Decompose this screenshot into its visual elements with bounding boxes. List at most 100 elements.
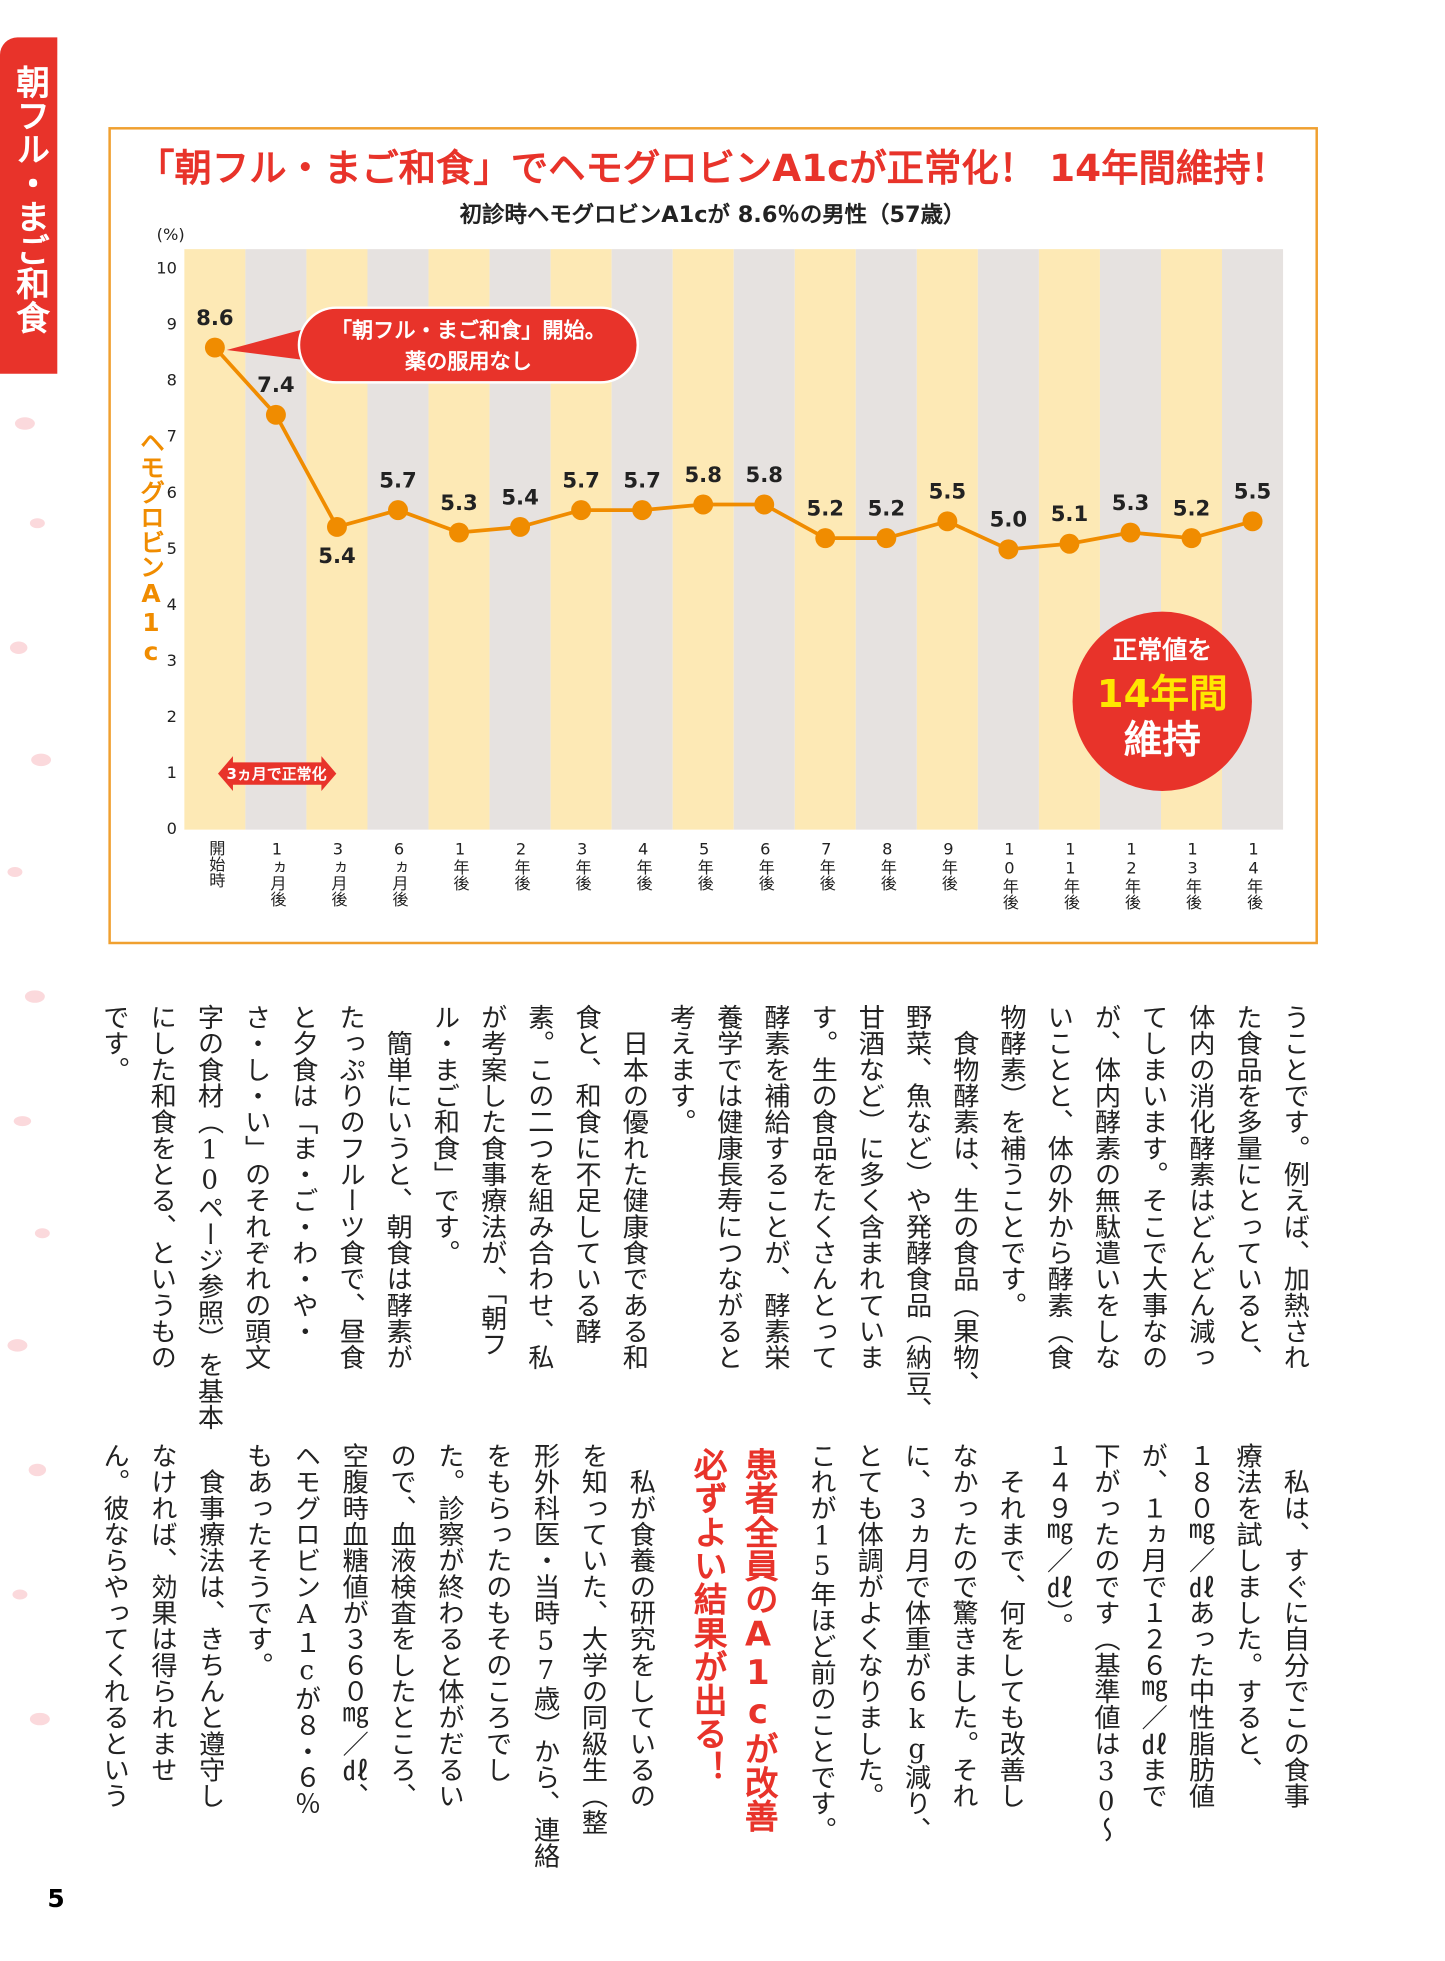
data-point bbox=[876, 528, 897, 549]
data-label: 5.2 bbox=[807, 495, 844, 520]
data-point bbox=[998, 539, 1019, 560]
x-tick-label: 8年後 bbox=[878, 840, 897, 891]
data-point bbox=[510, 516, 531, 537]
data-point bbox=[571, 500, 592, 521]
callout-line: 薬の服用なし bbox=[405, 348, 532, 373]
text-column: 下がったのです（基準値は30～ bbox=[1091, 1442, 1122, 1843]
text-column: 素。この二つを組み合わせ、私 bbox=[525, 1004, 556, 1371]
y-tick-label: 3 bbox=[167, 651, 177, 670]
x-tick-label: 12年後 bbox=[1122, 840, 1141, 910]
badge-line: 維持 bbox=[1124, 718, 1201, 763]
text-column: が、１ヵ月で１２６㎎／㎗まで bbox=[1138, 1442, 1169, 1809]
text-column: 野菜、魚など）や発酵食品（納豆、 bbox=[902, 1004, 933, 1423]
text-column: が考案した食事療法が、「朝フ bbox=[477, 1004, 508, 1358]
x-tick-label: 1年後 bbox=[451, 840, 470, 891]
text-column: と夕食は「ま・ご・わ・や・ bbox=[289, 1004, 320, 1345]
text-column: 空腹時血糖値が３６０㎎／㎗、 bbox=[339, 1442, 370, 1809]
text-column: 私が食養の研究をしているの bbox=[626, 1442, 657, 1809]
data-label: 5.3 bbox=[440, 490, 477, 515]
text-column: ル・まご和食」です。 bbox=[430, 1004, 461, 1266]
page-number: 5 bbox=[47, 1883, 65, 1914]
data-label: 5.4 bbox=[501, 484, 538, 509]
x-tick-label: 4年後 bbox=[634, 840, 653, 891]
text-column: 簡単にいうと、朝食は酵素が bbox=[383, 1004, 414, 1371]
data-line bbox=[213, 346, 1254, 552]
data-label: 5.0 bbox=[990, 507, 1027, 532]
text-column: それまで、何をしても改善し bbox=[996, 1442, 1027, 1809]
text-column: 字の食材（10ページ参照）を基本 bbox=[194, 1004, 225, 1431]
text-column: なかったので驚きました。それ bbox=[949, 1442, 980, 1809]
y-tick-label: 6 bbox=[167, 483, 177, 502]
text-column: てしまいます。そこで大事なの bbox=[1138, 1004, 1169, 1371]
data-point bbox=[388, 500, 408, 521]
data-point bbox=[1059, 533, 1080, 554]
data-label: 7.4 bbox=[257, 372, 294, 397]
data-point bbox=[204, 337, 225, 358]
callout-line: 「朝フル・まご和食」開始。 bbox=[331, 317, 606, 342]
band bbox=[733, 249, 795, 830]
text-column: 酵素を補給することが、酵素栄 bbox=[761, 1004, 792, 1371]
arrow-label: 3ヵ月で正常化 bbox=[227, 765, 327, 783]
text-column: に、３ヵ月で体重が６kg減り、 bbox=[901, 1442, 932, 1843]
text-column: なければ、効果は得られませ bbox=[148, 1442, 179, 1783]
data-point bbox=[1181, 528, 1202, 549]
sidebar-label: 朝フル・まご和食 bbox=[9, 64, 49, 334]
x-tick-label: 9年後 bbox=[939, 840, 958, 891]
text-column: １４９㎎／㎗）。 bbox=[1043, 1442, 1074, 1639]
text-column: 養学では健康長寿につながると bbox=[714, 1004, 744, 1371]
plot: 8.6 7.4 5.4 5.7 5.3 5.4 5.7 5.7 5.8 5.8 5.2 5.2 5.5 5… bbox=[196, 305, 1271, 568]
text-column: いことと、体の外から酵素（食 bbox=[1044, 1004, 1075, 1371]
band bbox=[672, 249, 734, 830]
x-tick-label: 3年後 bbox=[573, 840, 592, 891]
data-label: 5.1 bbox=[1051, 501, 1088, 526]
text-column: です。 bbox=[100, 1004, 131, 1083]
x-tick-label: 1ヵ月後 bbox=[267, 840, 286, 908]
text-column: にした和食をとる、というもの bbox=[147, 1004, 178, 1371]
x-tick-label: 6年後 bbox=[756, 840, 775, 891]
data-label: 5.3 bbox=[1112, 490, 1149, 515]
text-column: が、体内酵素の無駄遣いをしな bbox=[1091, 1004, 1122, 1371]
y-tick-label: 4 bbox=[167, 595, 177, 614]
data-label: 5.7 bbox=[562, 467, 599, 492]
text-column: さ・し・い」のそれぞれの頭文 bbox=[241, 1004, 272, 1371]
text-column: を知っていた、大学の同級生（整 bbox=[578, 1442, 609, 1835]
text-column: もあったそうです。 bbox=[243, 1442, 274, 1678]
text-column: これが15年ほど前のことです。 bbox=[807, 1442, 838, 1843]
x-tick-label: 6ヵ月後 bbox=[390, 840, 409, 908]
data-label: 5.2 bbox=[868, 495, 905, 520]
x-tick-label: 11年後 bbox=[1061, 840, 1080, 910]
text-column: とても体調がよくなりました。 bbox=[854, 1442, 885, 1809]
text-column: 食事療法は、きちんと遵守し bbox=[196, 1442, 226, 1809]
data-label: 5.5 bbox=[1234, 479, 1271, 504]
data-label: 5.5 bbox=[929, 479, 966, 504]
band bbox=[916, 249, 978, 830]
data-point bbox=[265, 404, 286, 425]
y-axis-label: ヘモグロビンA1c bbox=[136, 430, 165, 666]
data-point bbox=[326, 516, 347, 537]
text-column: たっぷりのフルーツ食で、昼食 bbox=[336, 1004, 367, 1371]
text-column: ので、血液検査をしたところ、 bbox=[387, 1442, 418, 1809]
text-column: す。生の食品をたくさんとって bbox=[808, 1004, 839, 1371]
data-point bbox=[449, 522, 470, 543]
band bbox=[184, 249, 246, 830]
x-tick-label: 3ヵ月後 bbox=[328, 840, 347, 908]
x-tick-label: 5年後 bbox=[695, 840, 714, 891]
data-point bbox=[754, 494, 775, 515]
x-tick-label: 14年後 bbox=[1244, 840, 1263, 910]
text-column: 甘酒など）に多く含まれていま bbox=[855, 1004, 886, 1371]
text-column: ん。彼ならやってくれるという bbox=[100, 1442, 131, 1809]
y-tick-label: 9 bbox=[167, 315, 177, 334]
data-label: 5.7 bbox=[379, 467, 416, 492]
y-tick-label: 0 bbox=[167, 819, 177, 838]
article-heading: 患者全員のA1cが改善 bbox=[738, 1447, 778, 1833]
badge-line: 14年間 bbox=[1097, 672, 1228, 717]
text-column: 考えます。 bbox=[666, 1004, 697, 1135]
text-column: 食と、和食に不足している酵 bbox=[572, 1004, 603, 1345]
data-label: 5.2 bbox=[1173, 495, 1210, 520]
data-point bbox=[815, 528, 836, 549]
y-tick-label: 2 bbox=[167, 707, 177, 726]
data-point bbox=[693, 494, 714, 515]
badge-line: 正常値を bbox=[1112, 636, 1212, 665]
